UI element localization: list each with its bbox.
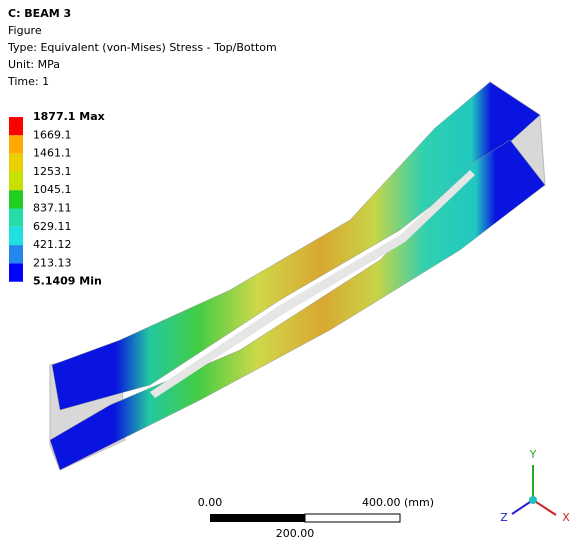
legend-swatch [9, 135, 23, 153]
triad-origin [529, 496, 537, 504]
scale-label: 400.00 (mm) [362, 496, 434, 509]
legend-label: 5.1409 Min [33, 275, 102, 288]
triad: Y Z X [500, 448, 570, 524]
legend-label: 837.11 [33, 202, 72, 215]
scale-segment [305, 514, 400, 522]
viewport: C: BEAM 3 Figure Type: Equivalent (von-M… [0, 0, 571, 542]
legend-label: 1461.1 [33, 147, 72, 160]
beam-upper [52, 82, 540, 410]
legend-label: 1253.1 [33, 165, 72, 178]
legend-label: 213.13 [33, 256, 72, 269]
legend-swatch [9, 263, 23, 281]
title: C: BEAM 3 [8, 7, 71, 20]
scale-bar: 0.00 400.00 (mm) 200.00 [198, 496, 434, 540]
axis-label: X [562, 511, 570, 524]
scale-label: 0.00 [198, 496, 223, 509]
legend-label: 1669.1 [33, 128, 72, 141]
legend-swatch [9, 209, 23, 227]
model [50, 82, 545, 470]
header-line: Time: 1 [7, 75, 49, 88]
header-line: Type: Equivalent (von-Mises) Stress - To… [7, 41, 277, 54]
legend-swatch [9, 190, 23, 208]
legend-label: 421.12 [33, 238, 72, 251]
scale-label: 200.00 [276, 527, 315, 540]
header-line: Figure [8, 24, 42, 37]
legend-swatch [9, 227, 23, 245]
legend-swatch [9, 154, 23, 172]
axis-x [533, 500, 556, 515]
axis-label: Y [529, 448, 537, 461]
legend-label: 629.11 [33, 220, 72, 233]
legend-label: 1045.1 [33, 183, 72, 196]
scale-segment [210, 514, 305, 522]
legend: 1877.1 Max 1669.1 1461.1 1253.1 1045.1 837.11… [9, 110, 105, 288]
legend-swatch [9, 245, 23, 263]
axis-label: Z [500, 511, 508, 524]
legend-label: 1877.1 Max [33, 110, 105, 123]
header-line: Unit: MPa [8, 58, 60, 71]
legend-swatch [9, 172, 23, 190]
legend-swatch [9, 117, 23, 135]
